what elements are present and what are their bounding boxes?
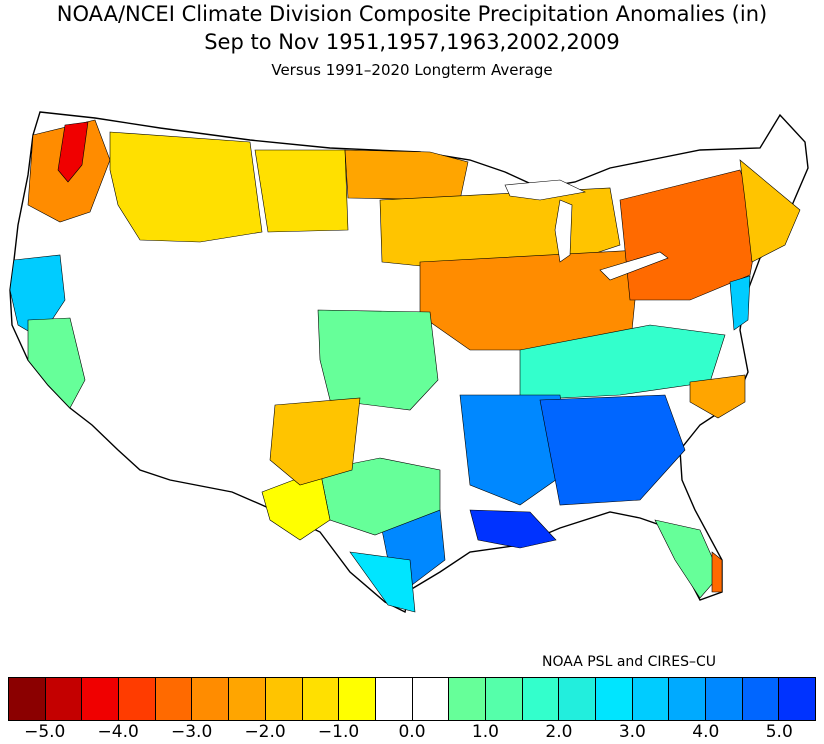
colorbar-box bbox=[632, 678, 670, 720]
region-louisiana-coast bbox=[469, 509, 557, 549]
region-mid-atlantic-coast bbox=[729, 275, 751, 331]
region-northern-rockies bbox=[109, 131, 263, 243]
region-south-texas bbox=[349, 551, 416, 613]
colorbar-tick-label: 5.0 bbox=[765, 722, 793, 742]
lake-superior bbox=[504, 179, 586, 201]
colorbar-tick-label: 1.0 bbox=[471, 722, 499, 742]
region-new-mexico bbox=[269, 397, 361, 486]
map-subtitle: Sep to Nov 1951,1957,1963,2002,2009 bbox=[204, 30, 620, 54]
colorbar-box bbox=[669, 678, 707, 720]
colorbar-ticks: −5.0 −4.0 −3.0 −2.0 −1.0 0.0 1.0 2.0 3.0 4.0 5.0 bbox=[0, 722, 824, 744]
colorbar-box bbox=[45, 678, 83, 720]
colorbar bbox=[8, 677, 816, 721]
colorbar-box bbox=[485, 678, 523, 720]
colorbar-tick-label: −5.0 bbox=[24, 722, 66, 742]
colorbar-box bbox=[155, 678, 193, 720]
lake-erie bbox=[599, 251, 669, 281]
colorbar-tick-label: 3.0 bbox=[618, 722, 646, 742]
colorbar-tick-label: −2.0 bbox=[244, 722, 286, 742]
colorbar-box bbox=[302, 678, 340, 720]
colorbar-box bbox=[596, 678, 633, 720]
region-northeast-pennsylvania bbox=[619, 169, 761, 301]
region-western-washington-peak bbox=[57, 121, 89, 183]
baseline-label: Versus 1991–2020 Longterm Average bbox=[271, 61, 553, 79]
credit-label: NOAA PSL and CIRES–CU bbox=[542, 654, 716, 670]
colorbar-box bbox=[742, 678, 780, 720]
colorbar-box bbox=[119, 678, 156, 720]
colorbar-box bbox=[706, 678, 743, 720]
precipitation-anomaly-map bbox=[9, 111, 809, 614]
region-south-florida bbox=[711, 551, 723, 593]
colorbar-tick-label: 0.0 bbox=[398, 722, 426, 742]
region-minnesota-north bbox=[344, 149, 469, 201]
region-new-england bbox=[739, 159, 801, 263]
colorbar-box bbox=[449, 678, 486, 720]
region-central-valley bbox=[27, 317, 86, 409]
map-title: NOAA/NCEI Climate Division Composite Pre… bbox=[56, 2, 768, 26]
region-arkansas-mississippi bbox=[459, 394, 571, 506]
colorbar-box bbox=[339, 678, 376, 720]
colorbar-box bbox=[559, 678, 596, 720]
colorbar-tick-label: 2.0 bbox=[545, 722, 573, 742]
colorbar-tick-label: −4.0 bbox=[97, 722, 139, 742]
region-florida-peninsula bbox=[654, 519, 721, 599]
colorbar-box bbox=[9, 678, 46, 720]
region-kansas-oklahoma bbox=[317, 309, 439, 411]
colorbar-tick-label: −3.0 bbox=[170, 722, 213, 742]
region-northern-plains bbox=[254, 149, 349, 233]
lake-michigan bbox=[554, 199, 573, 263]
colorbar-box bbox=[375, 678, 413, 720]
colorbar-box bbox=[412, 678, 450, 720]
region-carolinas-coast bbox=[689, 374, 746, 419]
colorbar-box bbox=[192, 678, 230, 720]
colorbar-tick-label: −1.0 bbox=[317, 722, 360, 742]
colorbar-box bbox=[229, 678, 266, 720]
colorbar-box bbox=[82, 678, 120, 720]
region-southeast-deep bbox=[539, 394, 686, 506]
colorbar-box bbox=[779, 678, 816, 720]
colorbar-box bbox=[265, 678, 303, 720]
colorbar-tick-label: 4.0 bbox=[692, 722, 720, 742]
colorbar-box bbox=[522, 678, 560, 720]
